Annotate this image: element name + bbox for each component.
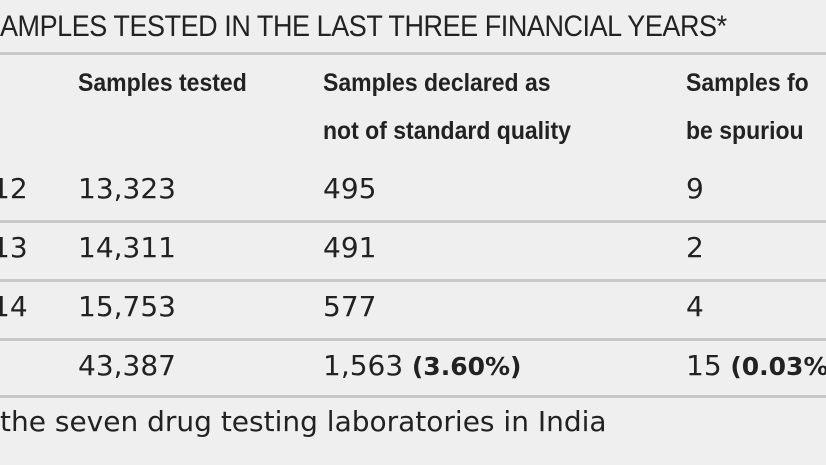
table-cell: 14,311 [78,231,176,264]
table-cell: 12 [0,172,28,205]
table-cell: 15,753 [78,290,176,323]
row-divider [0,395,826,398]
table-cell: 14 [0,290,28,323]
total-share: (3.60%) [403,352,522,381]
column-header: Samples declared as [323,69,551,97]
total-value: 43,387 [78,349,176,382]
footnote: the seven drug testing laboratories in I… [0,405,607,438]
table-cell: 13,323 [78,172,176,205]
table-cell: 491 [323,231,377,264]
total-share: (0.03% [721,352,826,381]
row-divider [0,279,826,282]
column-header: not of standard quality [323,117,571,145]
column-header: Samples tested [78,69,247,97]
table-cell: 4 [686,290,704,323]
table-cell: 13 [0,231,28,264]
row-divider [0,338,826,341]
table-cell: 2 [686,231,704,264]
total-cell: 1,563 (3.60%) [323,349,521,382]
column-header: be spuriou [686,117,804,145]
table-cell: 577 [323,290,377,323]
divider [0,52,826,55]
table-title: AMPLES TESTED IN THE LAST THREE FINANCIA… [0,10,727,43]
column-header: Samples fo [686,69,809,97]
table-cell: 9 [686,172,704,205]
total-value: 1,563 [323,349,404,382]
row-divider [0,220,826,223]
total-value: 15 [686,349,722,382]
total-cell: 43,387 [78,349,176,382]
total-cell: 15 (0.03% [686,349,826,382]
table-cell: 495 [323,172,377,205]
